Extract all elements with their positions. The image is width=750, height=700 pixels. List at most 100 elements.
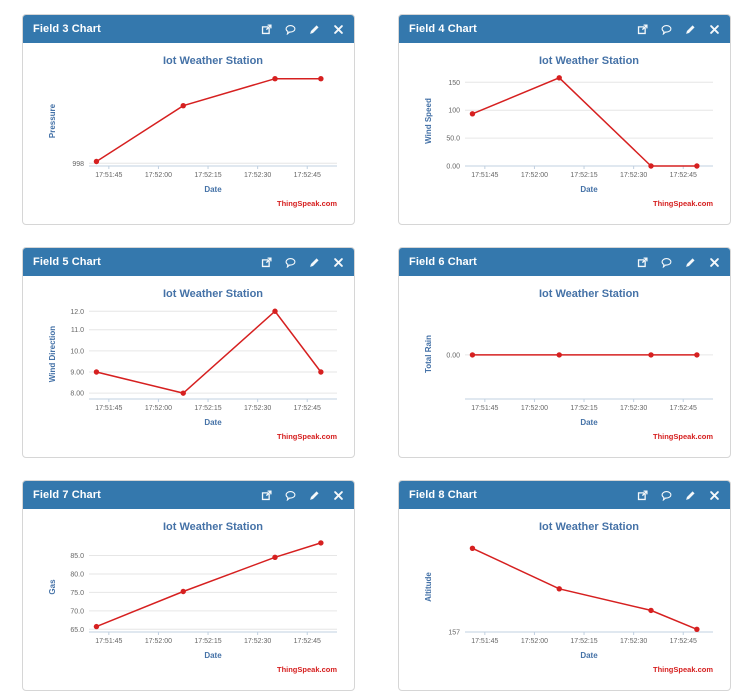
- comment-icon[interactable]: [661, 257, 672, 268]
- edit-icon[interactable]: [685, 490, 696, 501]
- data-point[interactable]: [180, 588, 186, 595]
- chart-body: Iot Weather Station 8.00 9.00 10.0 11.0 12.0 1…: [23, 276, 354, 462]
- panel-header: Field 7 Chart: [23, 481, 354, 509]
- popout-icon[interactable]: [261, 23, 272, 35]
- panel-header-actions: [261, 23, 344, 35]
- y-axis-title: Total Rain: [424, 335, 433, 373]
- data-point[interactable]: [317, 540, 324, 546]
- panel-header: Field 3 Chart: [23, 15, 354, 43]
- panel-title: Field 4 Chart: [409, 23, 477, 35]
- x-tick-label: 17:52:00: [144, 638, 171, 645]
- credits-link[interactable]: ThingSpeak.com: [276, 432, 336, 441]
- y-tick-label: 11.0: [70, 327, 83, 334]
- data-point[interactable]: [469, 111, 475, 117]
- data-point[interactable]: [693, 626, 700, 632]
- panel-title: Field 6 Chart: [409, 256, 477, 268]
- close-icon[interactable]: [709, 24, 720, 35]
- popout-icon[interactable]: [261, 256, 272, 268]
- close-icon[interactable]: [709, 490, 720, 501]
- popout-icon[interactable]: [637, 256, 648, 268]
- chart-body: Iot Weather Station 157 17:51:45 17:52:00 17…: [399, 509, 730, 695]
- edit-icon[interactable]: [309, 24, 320, 35]
- chart-body: Iot Weather Station 0.00 50.0 100 150 17:51:4…: [399, 43, 730, 229]
- data-point[interactable]: [317, 76, 324, 82]
- chart-title: Iot Weather Station: [162, 288, 262, 300]
- chart-panel: Field 8 Chart Iot Weather Station 157 17:51…: [398, 480, 731, 691]
- close-icon[interactable]: [333, 24, 344, 35]
- comment-icon[interactable]: [661, 490, 672, 501]
- chart-panel: Field 5 Chart Iot Weather Station 8.00 9.00…: [22, 247, 355, 458]
- y-gridlines: [88, 310, 337, 394]
- data-point[interactable]: [693, 163, 700, 169]
- credits-link[interactable]: ThingSpeak.com: [652, 432, 712, 441]
- chart-title: Iot Weather Station: [162, 55, 262, 67]
- comment-icon[interactable]: [285, 24, 296, 35]
- panel-header-actions: [261, 489, 344, 501]
- edit-icon[interactable]: [309, 257, 320, 268]
- x-tick-label: 17:52:00: [144, 405, 171, 412]
- data-point[interactable]: [93, 369, 99, 375]
- x-axis-title: Date: [204, 185, 222, 194]
- close-icon[interactable]: [709, 257, 720, 268]
- line-chart: Iot Weather Station 8.00 9.00 10.0 11.0 12.0 1…: [48, 288, 337, 441]
- data-point[interactable]: [556, 75, 562, 81]
- panel-header-actions: [261, 256, 344, 268]
- close-icon[interactable]: [333, 257, 344, 268]
- edit-icon[interactable]: [685, 257, 696, 268]
- x-tick-label: 17:52:45: [669, 405, 696, 412]
- y-tick-label: 998: [72, 161, 84, 168]
- data-point[interactable]: [271, 554, 278, 560]
- data-point[interactable]: [93, 623, 99, 630]
- data-point[interactable]: [93, 158, 99, 165]
- edit-icon[interactable]: [685, 24, 696, 35]
- data-point[interactable]: [317, 369, 324, 375]
- x-tick-label: 17:51:45: [471, 172, 498, 179]
- data-point[interactable]: [647, 607, 654, 614]
- y-tick-label: 10.0: [70, 348, 84, 355]
- x-tick-label: 17:52:30: [620, 638, 647, 645]
- chart-panel: Field 3 Chart Iot Weather Station 998 17:51…: [22, 14, 355, 225]
- x-tick-label: 17:51:45: [95, 405, 122, 412]
- credits-link[interactable]: ThingSpeak.com: [276, 199, 336, 208]
- y-tick-label: 65.0: [70, 627, 84, 634]
- x-tick-marks: [107, 399, 308, 402]
- data-point[interactable]: [469, 352, 475, 358]
- x-tick-label: 17:51:45: [471, 405, 498, 412]
- data-point[interactable]: [271, 76, 278, 82]
- data-point[interactable]: [180, 390, 186, 396]
- series-line: [471, 76, 697, 167]
- y-tick-label: 157: [448, 630, 460, 637]
- y-tick-label: 9.00: [70, 370, 84, 377]
- credits-link[interactable]: ThingSpeak.com: [652, 665, 712, 674]
- x-tick-label: 17:52:15: [194, 172, 221, 179]
- close-icon[interactable]: [333, 490, 344, 501]
- credits-link[interactable]: ThingSpeak.com: [276, 665, 336, 674]
- comment-icon[interactable]: [661, 24, 672, 35]
- data-point[interactable]: [180, 103, 186, 109]
- x-tick-marks: [107, 166, 308, 169]
- chart-body: Iot Weather Station 65.0 70.0 75.0 80.0 85.0 1…: [23, 509, 354, 695]
- panel-header: Field 5 Chart: [23, 248, 354, 276]
- y-tick-label: 12.0: [70, 309, 84, 316]
- panel-header-actions: [637, 256, 720, 268]
- data-point[interactable]: [271, 308, 278, 314]
- data-point[interactable]: [693, 352, 700, 358]
- credits-link[interactable]: ThingSpeak.com: [652, 199, 712, 208]
- data-point[interactable]: [556, 352, 562, 358]
- popout-icon[interactable]: [637, 23, 648, 35]
- comment-icon[interactable]: [285, 490, 296, 501]
- data-point[interactable]: [556, 586, 562, 592]
- data-point[interactable]: [647, 163, 654, 169]
- popout-icon[interactable]: [637, 489, 648, 501]
- x-tick-label: 17:52:45: [293, 405, 320, 412]
- comment-icon[interactable]: [285, 257, 296, 268]
- edit-icon[interactable]: [309, 490, 320, 501]
- panel-header: Field 8 Chart: [399, 481, 730, 509]
- data-point[interactable]: [647, 352, 654, 358]
- x-tick-label: 17:52:30: [244, 638, 271, 645]
- panel-header: Field 6 Chart: [399, 248, 730, 276]
- popout-icon[interactable]: [261, 489, 272, 501]
- line-chart: Iot Weather Station 0.00 50.0 100 150 17:51:4…: [424, 55, 713, 208]
- data-point[interactable]: [469, 545, 475, 551]
